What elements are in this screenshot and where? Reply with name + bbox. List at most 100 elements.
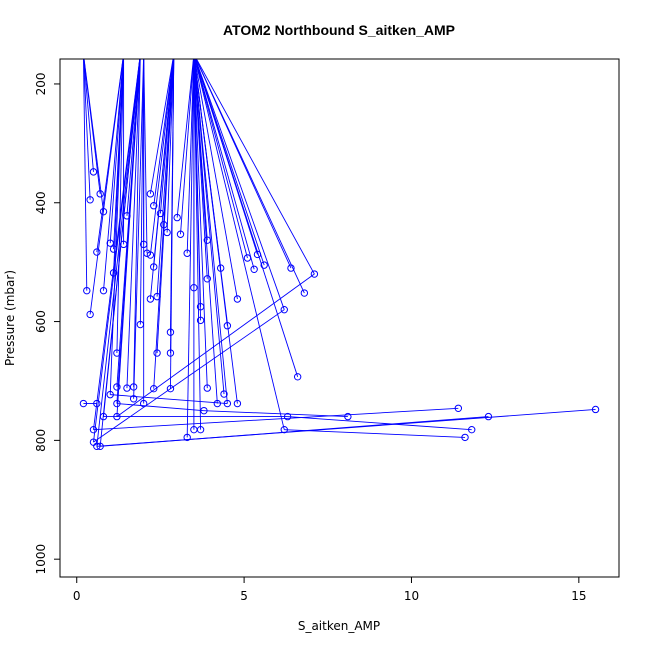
x-tick-label: 10 xyxy=(404,589,419,603)
series-line-segment xyxy=(180,59,194,235)
series-line-segment xyxy=(83,59,94,172)
x-tick-label: 0 xyxy=(73,589,81,603)
y-tick-label: 400 xyxy=(34,191,48,214)
data-point xyxy=(146,295,155,303)
data-point xyxy=(484,412,493,421)
series-line-segment xyxy=(100,416,489,447)
data-point xyxy=(223,399,232,408)
data-point xyxy=(153,349,161,357)
data-point xyxy=(183,433,191,442)
series-line-segment xyxy=(96,59,141,447)
data-point xyxy=(136,320,145,329)
series-line-segment xyxy=(83,59,88,291)
series-line-segment xyxy=(287,416,472,431)
x-tick-label: 15 xyxy=(571,589,586,603)
data-point xyxy=(96,190,104,198)
series-line-segment xyxy=(195,59,305,294)
data-point xyxy=(123,212,131,220)
series-line-segment xyxy=(149,59,174,256)
series-line-segment xyxy=(109,59,124,395)
series-line-segment xyxy=(149,59,174,300)
data-point xyxy=(243,254,252,262)
data-point xyxy=(196,425,205,434)
data-point xyxy=(86,196,94,204)
data-point xyxy=(139,399,148,408)
data-point xyxy=(163,228,171,237)
plot-area xyxy=(79,59,600,451)
data-point xyxy=(160,221,168,229)
data-point xyxy=(109,269,118,277)
data-point xyxy=(293,373,302,381)
series-line-segment xyxy=(93,407,459,431)
data-point xyxy=(310,270,319,278)
data-point xyxy=(83,286,91,295)
data-point xyxy=(203,236,211,244)
data-point xyxy=(150,384,158,393)
data-point xyxy=(216,264,225,272)
series-line-segment xyxy=(186,59,195,254)
series-line-segment xyxy=(195,59,285,310)
data-point xyxy=(461,433,469,442)
series-line-segment xyxy=(133,59,144,399)
series-line-segment xyxy=(194,59,285,430)
series-line-segment xyxy=(116,403,204,412)
series-line-segment xyxy=(83,59,91,200)
data-point xyxy=(93,399,101,408)
plot-frame xyxy=(59,58,620,578)
series-line-segment xyxy=(194,59,299,377)
data-point xyxy=(79,399,88,408)
series-line-segment xyxy=(193,59,218,404)
data-point xyxy=(176,230,185,238)
series-line-segment xyxy=(195,59,315,275)
data-point xyxy=(89,425,98,434)
data-point xyxy=(146,251,155,259)
y-axis-label: Pressure (mbar) xyxy=(3,270,17,366)
series-line-segment xyxy=(116,59,124,354)
data-point xyxy=(139,240,148,249)
data-point xyxy=(250,265,258,273)
data-point xyxy=(166,328,175,336)
data-point xyxy=(99,207,108,216)
series-line-segment xyxy=(193,59,202,430)
x-tick-label: 5 xyxy=(240,589,248,603)
data-point xyxy=(591,405,600,414)
series-line-segment xyxy=(194,59,238,404)
chart-title: ATOM2 Northbound S_aitken_AMP xyxy=(223,22,455,38)
series-line-segment xyxy=(193,59,208,389)
data-point xyxy=(150,202,158,210)
data-point xyxy=(129,383,138,391)
series-line-segment xyxy=(194,59,248,259)
series-line-segment xyxy=(116,273,315,417)
data-point xyxy=(454,404,463,412)
data-point xyxy=(200,406,208,415)
series-lines xyxy=(83,59,596,447)
data-point xyxy=(280,425,288,434)
data-point xyxy=(153,292,161,301)
series-points xyxy=(79,168,600,451)
data-point xyxy=(233,399,242,408)
data-point xyxy=(196,316,205,325)
series-line-segment xyxy=(193,59,228,404)
data-point xyxy=(233,295,242,303)
data-point xyxy=(156,209,165,218)
data-point xyxy=(89,168,98,176)
y-tick-label: 800 xyxy=(34,429,48,452)
data-point xyxy=(166,349,175,357)
data-point xyxy=(287,264,295,272)
data-point xyxy=(93,442,101,451)
x-axis: 0 5 10 15 xyxy=(73,577,586,603)
series-line-segment xyxy=(116,59,141,417)
series-line-segment xyxy=(186,59,195,438)
data-point xyxy=(190,284,198,292)
data-point xyxy=(146,190,155,198)
data-point xyxy=(260,261,268,269)
data-point xyxy=(220,390,228,398)
data-point xyxy=(119,240,128,249)
series-line-segment xyxy=(194,59,255,270)
series-line-segment xyxy=(170,59,175,389)
y-axis: 200 400 600 800 1000 xyxy=(34,72,60,574)
series-line-segment xyxy=(133,59,141,387)
data-point xyxy=(109,245,118,253)
series-line-segment xyxy=(110,394,228,404)
